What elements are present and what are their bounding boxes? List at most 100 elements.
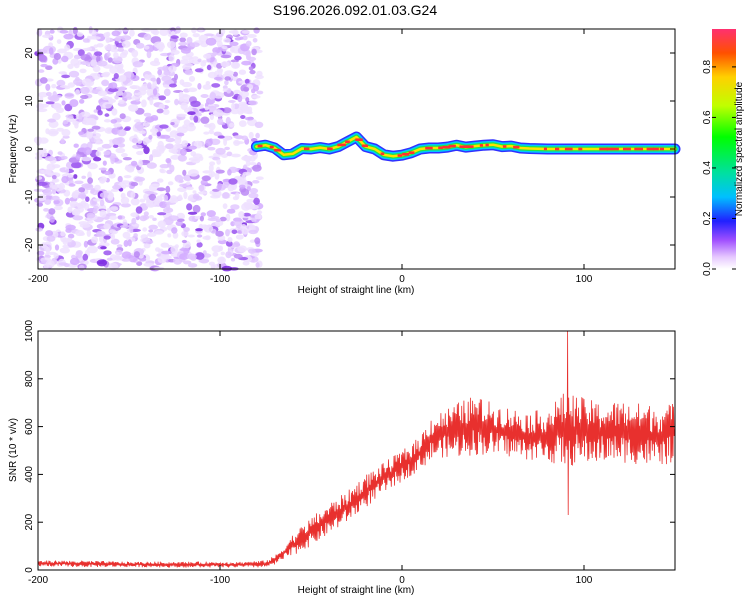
noise-blob <box>177 154 187 162</box>
noise-blob <box>229 122 235 128</box>
noise-blob <box>90 188 95 194</box>
noise-blob <box>103 150 111 156</box>
noise-blob <box>176 218 185 222</box>
noise-blob <box>45 83 51 91</box>
noise-blob <box>81 175 86 179</box>
noise-blob <box>106 52 111 57</box>
noise-blob <box>72 215 84 221</box>
noise-blob <box>115 90 124 96</box>
noise-blob <box>121 251 132 259</box>
noise-blob <box>54 244 60 251</box>
noise-blob <box>156 77 161 85</box>
spectrogram-ytick-label: -10 <box>24 189 35 204</box>
noise-blob <box>112 184 122 190</box>
noise-blob <box>238 184 246 189</box>
noise-blob <box>76 202 87 209</box>
noise-blob <box>138 159 143 168</box>
noise-blob <box>238 211 245 219</box>
noise-blob <box>184 69 194 76</box>
noise-blob <box>87 162 98 170</box>
noise-blob <box>151 83 156 90</box>
noise-blob <box>123 240 129 247</box>
noise-blob <box>250 138 258 142</box>
noise-blob <box>195 252 205 260</box>
noise-blob <box>248 66 254 71</box>
noise-blob <box>182 93 189 98</box>
noise-blob <box>176 132 185 137</box>
noise-blob <box>48 47 54 55</box>
noise-blob <box>136 261 143 266</box>
noise-blob <box>44 156 56 162</box>
noise-blob <box>201 175 211 182</box>
noise-blob <box>116 68 125 74</box>
noise-blob <box>205 37 217 46</box>
noise-blob <box>230 109 240 115</box>
noise-blob <box>233 141 245 145</box>
noise-blob <box>45 101 55 105</box>
noise-blob <box>167 181 174 186</box>
noise-blob <box>134 176 145 182</box>
noise-blob <box>200 116 210 124</box>
noise-blob <box>142 160 151 164</box>
noise-blob <box>200 212 206 217</box>
noise-blob <box>183 260 192 265</box>
noise-blob <box>159 134 171 139</box>
noise-blob <box>222 203 228 210</box>
noise-blob <box>179 253 190 260</box>
noise-blob <box>122 157 132 161</box>
noise-blob <box>183 119 191 126</box>
noise-blob <box>233 135 244 139</box>
ridge-peak-segment <box>634 147 643 151</box>
noise-blob <box>224 146 231 151</box>
noise-blob <box>80 191 86 200</box>
noise-blob <box>212 51 218 56</box>
noise-blob <box>249 70 256 75</box>
noise-blob <box>63 33 74 40</box>
ridge-peak-segment <box>502 145 507 148</box>
noise-blob <box>148 134 153 140</box>
colorbar: 0.0 0.2 0.4 0.6 0.8 Normalized spectral ampl… <box>702 29 745 276</box>
noise-blob <box>67 233 75 239</box>
noise-blob <box>224 80 229 86</box>
noise-blob <box>143 211 149 216</box>
noise-blob <box>241 30 250 34</box>
noise-blob <box>165 158 171 164</box>
noise-blob <box>142 227 148 232</box>
frequency-ridge <box>250 131 681 162</box>
noise-blob <box>204 235 211 241</box>
noise-blob <box>254 121 264 128</box>
noise-blob <box>206 64 212 71</box>
noise-blob <box>209 113 214 120</box>
ridge-peak-segment <box>408 151 415 154</box>
noise-blob <box>237 245 248 253</box>
ridge-peak-segment <box>564 147 573 151</box>
noise-blob <box>150 115 159 121</box>
noise-blob <box>57 151 63 156</box>
noise-blob <box>59 30 69 34</box>
noise-blob <box>47 118 57 123</box>
ridge-peak-segment <box>303 147 310 151</box>
noise-blob <box>167 233 172 238</box>
spectrogram-ytick-label: 0 <box>24 146 35 152</box>
noise-blob <box>151 183 160 187</box>
noise-blob <box>86 220 94 224</box>
noise-blob <box>121 153 128 158</box>
noise-blob <box>38 137 49 144</box>
noise-blob <box>105 36 111 44</box>
noise-blob <box>254 213 262 220</box>
snr-xlabel: Height of straight line (km) <box>298 585 415 596</box>
noise-blob <box>71 210 79 216</box>
noise-blob <box>216 159 221 165</box>
noise-blob <box>86 245 98 254</box>
noise-blob <box>36 181 48 186</box>
ridge-peak-segment <box>269 145 274 149</box>
noise-blob <box>114 95 119 100</box>
noise-blob <box>132 60 144 68</box>
noise-blob <box>78 187 86 193</box>
noise-blob <box>196 239 201 243</box>
noise-blob <box>149 97 154 106</box>
noise-blob <box>225 251 232 259</box>
noise-blob <box>231 102 236 111</box>
noise-blob <box>129 96 140 100</box>
